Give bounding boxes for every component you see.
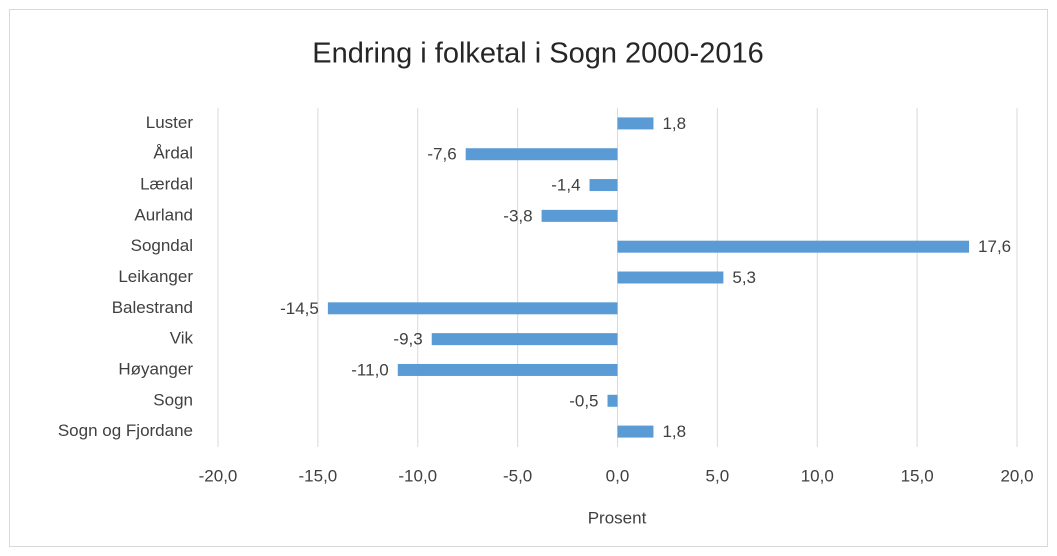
bar: [617, 271, 724, 284]
bar: [327, 302, 618, 315]
bar: [397, 363, 618, 376]
y-tick-label: Høyanger: [118, 359, 193, 378]
x-tick-label: 0,0: [606, 466, 630, 485]
y-tick-label: Vik: [170, 329, 194, 348]
chart-border: [9, 9, 1048, 547]
x-tick-label: 20,0: [1000, 466, 1033, 485]
y-tick-label: Lærdal: [140, 175, 193, 194]
value-label: -9,3: [393, 330, 422, 349]
x-tick-label: -20,0: [199, 466, 238, 485]
x-tick-label: -5,0: [503, 466, 532, 485]
y-tick-label: Leikanger: [118, 267, 193, 286]
bar: [541, 209, 618, 222]
value-label: 17,6: [978, 237, 1011, 256]
y-tick-label: Sogn: [153, 390, 193, 409]
chart-title: Endring i folketal i Sogn 2000-2016: [312, 38, 763, 70]
y-tick-label: Luster: [146, 113, 194, 132]
value-label: -0,5: [569, 391, 598, 410]
x-tick-label: 5,0: [706, 466, 730, 485]
value-label: -1,4: [551, 176, 580, 195]
value-label: -14,5: [280, 299, 319, 318]
value-label: 1,8: [662, 114, 686, 133]
bar: [589, 179, 618, 192]
y-tick-label: Balestrand: [112, 298, 193, 317]
y-tick-label: Årdal: [153, 144, 193, 163]
bar: [465, 148, 618, 161]
x-tick-label: 15,0: [901, 466, 934, 485]
x-tick-label: -10,0: [398, 466, 437, 485]
y-tick-label: Sogndal: [131, 236, 193, 255]
value-label: -7,6: [427, 145, 456, 164]
bar: [607, 394, 618, 407]
bar: [617, 240, 970, 253]
bar: [431, 333, 618, 346]
x-tick-label: 10,0: [801, 466, 834, 485]
x-axis-label: Prosent: [588, 508, 647, 527]
bar: [617, 117, 654, 130]
y-tick-label: Aurland: [134, 205, 193, 224]
value-label: -3,8: [503, 206, 532, 225]
value-label: 5,3: [732, 268, 756, 287]
x-tick-label: -15,0: [299, 466, 338, 485]
value-label: 1,8: [662, 422, 686, 441]
bar: [617, 425, 654, 438]
y-tick-label: Sogn og Fjordane: [58, 421, 193, 440]
value-label: -11,0: [351, 360, 389, 379]
